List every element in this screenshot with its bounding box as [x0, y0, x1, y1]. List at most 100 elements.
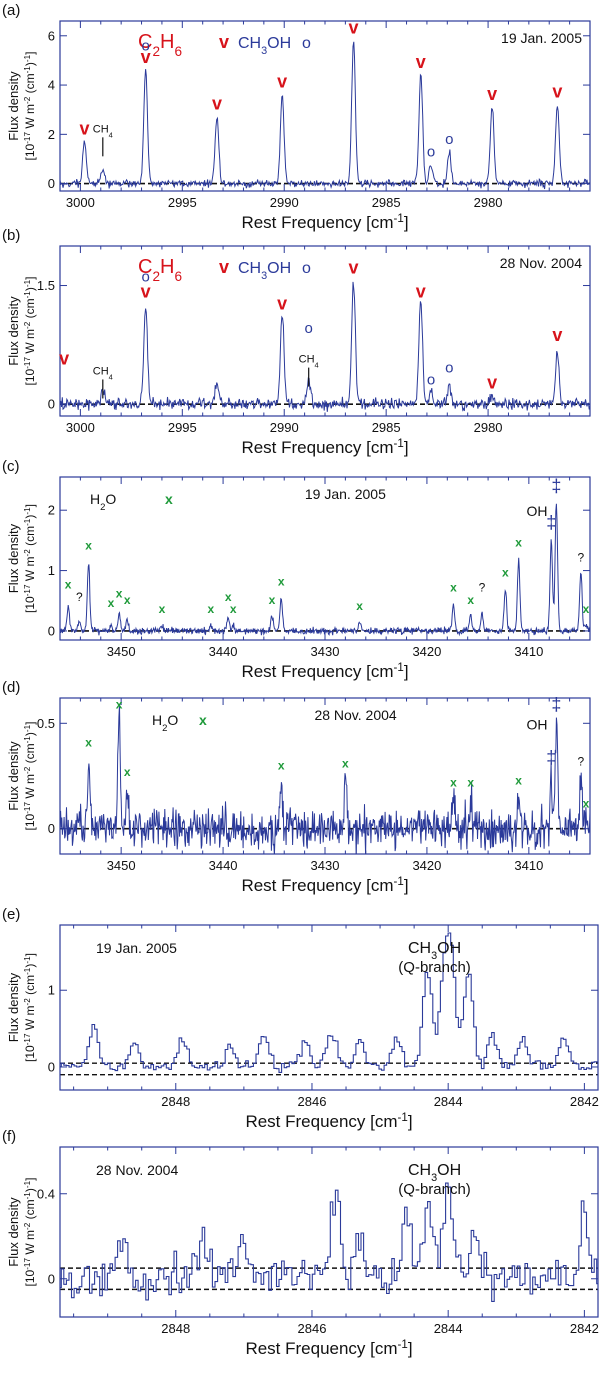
- y-axis-label-line2-part: -17: [23, 1258, 32, 1270]
- ethane-marker: v: [552, 325, 562, 345]
- ethane-marker: v: [141, 281, 151, 301]
- legend: H2O x: [152, 712, 207, 734]
- x-tick-label: 3450: [107, 858, 136, 873]
- x-tick-label: 3420: [412, 644, 441, 659]
- y-axis-label-line2-part: -2: [23, 766, 32, 774]
- spectrum-trace: [60, 704, 590, 854]
- y-tick-label: 6: [48, 28, 55, 43]
- panel-label: (d): [2, 679, 20, 696]
- y-tick-label: 0.5: [37, 716, 55, 731]
- x-tick-label: 2842: [570, 1094, 599, 1109]
- oh-marker: ‡: [546, 747, 556, 767]
- legend-water-label-part: 2: [100, 502, 105, 513]
- y-tick-label: 0: [48, 397, 55, 412]
- y-axis-label-line2-part: -1: [23, 956, 32, 964]
- y-axis-label-line2-part: -17: [23, 357, 32, 369]
- y-tick-label: 0.4: [37, 1186, 55, 1201]
- legend-ethane-label-part: 6: [174, 269, 182, 284]
- y-axis-label-line2-part: ]: [23, 953, 37, 956]
- x-axis-label: Rest Frequency [cm-1]: [245, 1339, 412, 1358]
- y-axis-label-line2-part: ]: [23, 722, 37, 725]
- ethane-marker: v: [141, 47, 151, 67]
- y-axis-label-line2: [10-17 W m-2 (cm-1)-1]: [23, 504, 38, 613]
- y-axis-label-line2: [10-17 W m-2 (cm-1)-1]: [23, 1178, 38, 1287]
- oh-label: OH: [527, 717, 548, 733]
- plot-frame: [59, 924, 599, 1091]
- y-axis-label-line2-part: W m: [23, 1005, 37, 1033]
- q-branch-title: CH3OH: [408, 940, 461, 962]
- annotation-label: CH4: [299, 354, 319, 370]
- y-axis-label-line2-part: -17: [23, 1033, 32, 1045]
- methanol-marker: o: [305, 320, 313, 337]
- y-axis-label-line2-part: -17: [23, 802, 32, 814]
- x-tick-label: 2846: [298, 1321, 327, 1336]
- y-axis-label-line2-part: -2: [23, 1222, 32, 1230]
- x-axis-label-part: -1: [398, 1112, 408, 1124]
- x-tick-label: 2842: [570, 1321, 599, 1336]
- legend-ethane-label-part: C: [138, 256, 152, 278]
- x-axis-label-part: Rest Frequency [cm: [241, 213, 393, 232]
- y-axis-label-line2-part: (cm: [23, 743, 37, 766]
- y-axis-label: Flux density[10-17 W m-2 (cm-1)-1]: [6, 277, 37, 386]
- unidentified-marker: ?: [76, 590, 83, 604]
- y-axis-label: Flux density[10-17 W m-2 (cm-1)-1]: [6, 52, 37, 161]
- legend-water-label-part: H: [90, 491, 100, 507]
- x-tick-label: 2848: [161, 1321, 190, 1336]
- legend-methanol-label-part: CH: [238, 260, 261, 277]
- ethane-marker: v: [349, 17, 359, 37]
- legend-methanol-label-part: OH: [267, 260, 291, 277]
- water-marker: x: [502, 566, 509, 580]
- y-axis-label-line2-part: -1: [23, 66, 32, 74]
- x-axis-label-part: ]: [404, 213, 409, 232]
- y-axis-label-line2-part: -1: [23, 518, 32, 526]
- x-axis-label-part: -1: [394, 438, 404, 450]
- x-axis-label-part: ]: [408, 1339, 413, 1358]
- x-axis-label: Rest Frequency [cm-1]: [241, 662, 408, 681]
- legend-ethane-marker: v: [219, 257, 229, 277]
- x-axis-label-part: ]: [404, 876, 409, 895]
- y-tick-label: 0: [48, 821, 55, 836]
- water-marker: x: [225, 590, 232, 604]
- y-axis-label-line2-part: [10: [23, 143, 37, 160]
- x-tick-label: 3000: [66, 195, 95, 210]
- y-axis-label-line2-part: ): [23, 964, 37, 968]
- ethane-marker: v: [277, 72, 287, 92]
- water-marker: x: [85, 735, 92, 749]
- x-axis-label-part: -1: [394, 876, 404, 888]
- spectrum-trace: [60, 932, 598, 1073]
- x-tick-label: 3440: [209, 644, 238, 659]
- unidentified-marker: ?: [577, 551, 584, 565]
- legend-water-marker: x: [199, 712, 207, 728]
- chart-panel-1: 3000 2995 2990 2985 2980 0 2 4 6 Rest Frequency […: [2, 2, 591, 232]
- plot-frame: [59, 1146, 599, 1318]
- y-tick-label: 1.5: [37, 278, 55, 293]
- y-axis-label-line2-part: ): [23, 62, 37, 66]
- y-axis-label-line2: [10-17 W m-2 (cm-1)-1]: [23, 953, 38, 1062]
- water-marker: x: [230, 602, 237, 616]
- y-axis-label-line2-part: -1: [23, 54, 32, 62]
- y-axis-label-line2-part: W m: [23, 1230, 37, 1258]
- legend-ethane-marker: v: [219, 32, 229, 52]
- x-tick-label: 3410: [514, 858, 543, 873]
- legend-ethane-label-part: 6: [174, 44, 182, 59]
- q-branch-title-part: 3: [431, 1172, 437, 1184]
- legend-water-label-part: O: [167, 712, 178, 728]
- x-tick-label: 2990: [270, 195, 299, 210]
- x-axis-label-part: ]: [404, 438, 409, 457]
- y-axis-label-line2-part: (cm: [23, 1199, 37, 1222]
- methanol-marker: o: [445, 360, 453, 377]
- water-marker: x: [124, 593, 131, 607]
- q-branch-subtitle: (Q-branch): [398, 959, 471, 976]
- y-axis-label-line2-part: (cm: [23, 975, 37, 998]
- x-axis-label: Rest Frequency [cm-1]: [241, 876, 408, 895]
- y-axis-label-line2-part: ): [23, 1188, 37, 1192]
- legend-methanol-marker: o: [302, 35, 311, 52]
- x-axis-label-part: Rest Frequency [cm: [241, 876, 393, 895]
- y-axis-label-line2-part: [10: [23, 813, 37, 830]
- ethane-marker: v: [487, 372, 497, 392]
- legend-water-label-part: 2: [162, 723, 167, 734]
- y-tick-label: 1: [48, 983, 55, 998]
- y-axis-label-line2-part: -17: [23, 584, 32, 596]
